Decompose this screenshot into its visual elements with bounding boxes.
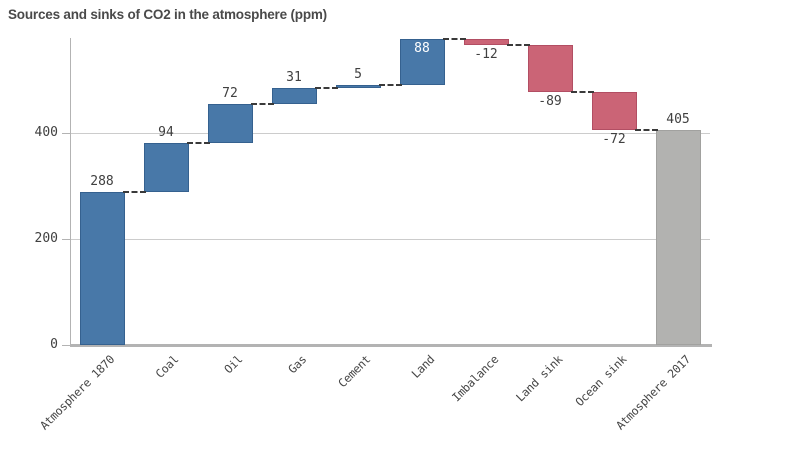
y-axis-tick (62, 345, 70, 346)
y-axis-line (70, 38, 71, 347)
bar-value-label: 5 (354, 67, 362, 83)
waterfall-bar[interactable] (527, 45, 573, 93)
connector-line (378, 84, 402, 87)
y-axis-tick (62, 133, 70, 134)
connector-line (634, 129, 658, 132)
connector-line (442, 37, 466, 40)
connector-line (506, 44, 530, 47)
waterfall-bar[interactable] (591, 92, 637, 131)
bar-value-label: -89 (538, 94, 562, 110)
gridline (70, 133, 710, 134)
connector-line (314, 86, 338, 89)
waterfall-bar[interactable] (143, 142, 189, 193)
bar-value-label: 31 (286, 69, 302, 85)
bar-value-label: 88 (414, 40, 430, 56)
bar-value-label: -72 (602, 132, 626, 148)
bar-value-label: 288 (90, 174, 114, 190)
waterfall-bar[interactable] (655, 130, 701, 345)
waterfall-bar[interactable] (207, 104, 253, 143)
y-axis-tick (62, 239, 70, 240)
waterfall-bar[interactable] (399, 38, 445, 86)
connector-line (122, 191, 146, 194)
bar-value-label: 72 (222, 86, 238, 102)
bar-value-label: 94 (158, 124, 174, 140)
y-tick-label: 400 (34, 125, 58, 140)
chart-title: Sources and sinks of CO2 in the atmosphe… (8, 7, 327, 22)
gridline (70, 239, 710, 240)
bar-value-label: 405 (666, 112, 690, 128)
connector-line (250, 103, 274, 106)
waterfall-bar[interactable] (271, 87, 317, 105)
waterfall-bar[interactable] (79, 192, 125, 345)
connector-line (186, 141, 210, 144)
connector-line (570, 91, 594, 94)
y-tick-label: 200 (34, 231, 58, 246)
waterfall-bar[interactable] (335, 85, 381, 88)
y-tick-label: 0 (50, 337, 58, 352)
waterfall-bar[interactable] (463, 38, 509, 46)
bar-value-label: -12 (474, 47, 498, 63)
x-axis-baseline (70, 344, 712, 347)
